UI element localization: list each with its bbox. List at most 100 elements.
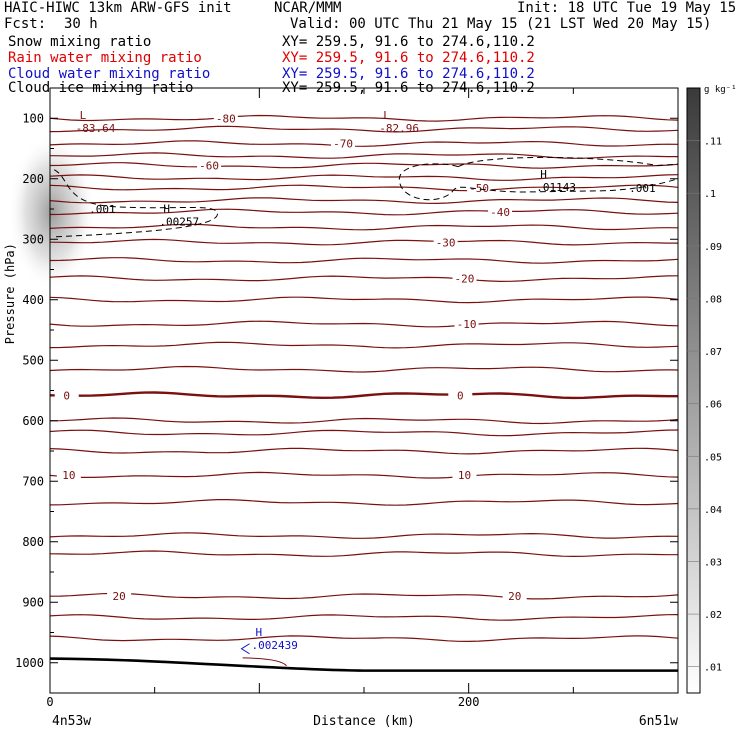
cloud-ice-shading <box>8 134 96 291</box>
temperature-contour-line <box>49 635 679 643</box>
temperature-contour-line <box>49 275 679 283</box>
y-tick-label: 500 <box>22 353 44 367</box>
contour-label-bg <box>331 136 356 150</box>
fcst-value: 30 h <box>64 16 98 32</box>
temperature-contour-line <box>49 174 679 181</box>
cloud-ice-contour-west <box>53 169 218 238</box>
temperature-contour-label: -40 <box>490 206 510 219</box>
temperature-contour-line <box>49 140 679 147</box>
surface-contour-line <box>242 657 287 667</box>
extremum-value: .01143 <box>536 181 576 194</box>
temperature-contour-line <box>49 197 679 205</box>
x-tick-label: 200 <box>458 695 480 709</box>
colorbar-tick-label: .01 <box>704 663 722 674</box>
colorbar-tick-label: .1 <box>704 189 716 200</box>
field-name-rain: Rain water mixing ratio <box>8 50 202 66</box>
y-tick-label: 900 <box>22 595 44 609</box>
temperature-contour-label: -80 <box>216 112 236 125</box>
colorbar-tick-label: .03 <box>704 557 722 568</box>
colorbar-tick-label: .05 <box>704 452 722 463</box>
y-axis-label: Pressure (hPa) <box>3 243 17 344</box>
y-tick-label: 800 <box>22 535 44 549</box>
terrain-surface-line <box>49 657 678 672</box>
field-xy-cloud-water: XY= 259.5, 91.6 to 274.6,110.2 <box>282 66 535 82</box>
field-xy-snow: XY= 259.5, 91.6 to 274.6,110.2 <box>282 34 535 50</box>
contour-label-bg <box>56 468 81 482</box>
extremum-marker: H <box>256 626 263 639</box>
temperature-contour-line <box>49 471 679 479</box>
field-xy-rain: XY= 259.5, 91.6 to 274.6,110.2 <box>282 50 535 66</box>
temperature-contour-line <box>49 417 679 425</box>
model-title: HAIC-HIWC 13km ARW-GFS init <box>4 0 232 16</box>
temperature-contour-line <box>49 550 678 558</box>
temperature-contour-label: -50 <box>469 182 489 195</box>
x-axis-label: Distance (km) <box>313 714 415 729</box>
contour-label-bg <box>197 158 222 172</box>
cloud-water-arrow <box>240 643 250 655</box>
colorbar-tick-label: .06 <box>704 400 722 411</box>
temperature-contour-line <box>49 341 679 349</box>
temperature-contour-label: 0 <box>63 389 70 402</box>
temperature-contour-line <box>49 447 679 455</box>
colorbar-tick-label: .09 <box>704 242 722 253</box>
extremum-marker: H <box>163 202 170 215</box>
contour-label-bg <box>213 111 238 125</box>
temperature-contour-line <box>49 429 679 437</box>
temperature-contour-line <box>49 257 679 264</box>
temperature-contour-label: -10 <box>457 318 477 331</box>
y-tick-label: 400 <box>22 293 44 307</box>
contour-label-bg <box>54 388 79 402</box>
init-time: Init: 18 UTC Tue 19 May 15 <box>517 0 737 16</box>
colorbar-unit: g kg⁻¹ <box>704 85 737 95</box>
contour-label-bg <box>452 271 477 285</box>
temperature-contour-label: -20 <box>455 273 475 286</box>
y-tick-label: 200 <box>22 172 44 186</box>
cloud-contour-label: .001 <box>89 203 116 216</box>
extremum-value: .002439 <box>252 639 298 652</box>
temperature-contour-label: 10 <box>458 469 471 482</box>
field-name-cloud-water: Cloud water mixing ratio <box>8 66 211 82</box>
x-tick-label: 0 <box>46 695 53 709</box>
temperature-contour-line <box>49 208 679 216</box>
extremum-marker: L <box>383 109 390 122</box>
field-name-snow: Snow mixing ratio <box>8 34 152 50</box>
contour-label-bg <box>488 205 513 219</box>
temperature-contour-line <box>49 320 679 328</box>
temperature-contour-line <box>49 296 679 304</box>
temperature-contour-line <box>49 125 679 133</box>
temperature-contour-line <box>49 152 678 159</box>
y-tick-label: 300 <box>22 232 44 246</box>
fcst-label: Fcst: <box>4 16 47 32</box>
temperature-contour-line <box>49 365 679 373</box>
colorbar-tick-label: .02 <box>704 610 722 621</box>
temperature-contour-line <box>49 592 679 600</box>
extremum-value: -82.96 <box>379 122 419 135</box>
org-label: NCAR/MMM <box>274 0 342 16</box>
y-tick-label: 100 <box>22 111 44 125</box>
y-tick-label: 700 <box>22 474 44 488</box>
temperature-contour-line <box>49 391 678 400</box>
temperature-contour-label: 10 <box>62 469 75 482</box>
colorbar <box>686 87 701 694</box>
contour-label-bg <box>502 589 527 603</box>
contour-label-bg <box>454 316 479 330</box>
cloud-ice-contour-east <box>399 163 679 201</box>
y-tick-label: 600 <box>22 414 44 428</box>
x-endpoint-west: 4n53w <box>52 714 91 729</box>
temperature-contour-label: -70 <box>333 138 353 151</box>
x-endpoint-east: 6n51w <box>639 714 678 729</box>
temperature-contour-label: 0 <box>457 389 464 402</box>
valid-time: Valid: 00 UTC Thu 21 May 15 (21 LST Wed … <box>290 16 712 32</box>
temperature-contour-line <box>49 614 679 621</box>
colorbar-tick-label: .08 <box>704 294 722 305</box>
y-tick-label: 1000 <box>15 656 44 670</box>
temperature-contour-label: 20 <box>508 590 521 603</box>
temperature-contour-line <box>49 114 679 122</box>
temperature-contour-label: 20 <box>112 590 125 603</box>
cloud-contour-label: .001 <box>629 182 656 195</box>
contour-label-bg <box>467 180 492 194</box>
contour-label-bg <box>448 388 473 402</box>
colorbar-tick-label: .04 <box>704 505 722 516</box>
temperature-contour-label: -30 <box>436 236 456 249</box>
